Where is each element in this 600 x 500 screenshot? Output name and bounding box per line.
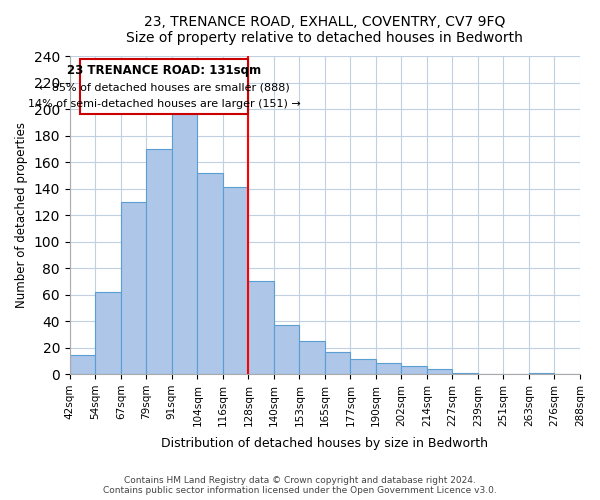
Bar bbox=[70, 356, 95, 374]
Text: ← 85% of detached houses are smaller (888): ← 85% of detached houses are smaller (88… bbox=[39, 82, 290, 92]
Bar bbox=[350, 360, 376, 374]
Bar bbox=[452, 372, 478, 374]
X-axis label: Distribution of detached houses by size in Bedworth: Distribution of detached houses by size … bbox=[161, 437, 488, 450]
Bar bbox=[427, 368, 452, 374]
Text: 23 TRENANCE ROAD: 131sqm: 23 TRENANCE ROAD: 131sqm bbox=[67, 64, 261, 78]
Bar bbox=[95, 292, 121, 374]
Bar bbox=[248, 282, 274, 374]
Text: 14% of semi-detached houses are larger (151) →: 14% of semi-detached houses are larger (… bbox=[28, 100, 301, 110]
Title: 23, TRENANCE ROAD, EXHALL, COVENTRY, CV7 9FQ
Size of property relative to detach: 23, TRENANCE ROAD, EXHALL, COVENTRY, CV7… bbox=[127, 15, 523, 45]
Bar bbox=[401, 366, 427, 374]
Bar bbox=[299, 341, 325, 374]
Bar bbox=[274, 325, 299, 374]
Bar bbox=[529, 372, 554, 374]
Bar bbox=[146, 149, 172, 374]
Bar bbox=[325, 352, 350, 374]
Bar bbox=[121, 202, 146, 374]
Text: Contains HM Land Registry data © Crown copyright and database right 2024.
Contai: Contains HM Land Registry data © Crown c… bbox=[103, 476, 497, 495]
FancyBboxPatch shape bbox=[80, 58, 248, 114]
Bar bbox=[197, 172, 223, 374]
Bar bbox=[172, 109, 197, 374]
Bar bbox=[223, 187, 248, 374]
Bar bbox=[376, 364, 401, 374]
Y-axis label: Number of detached properties: Number of detached properties bbox=[15, 122, 28, 308]
